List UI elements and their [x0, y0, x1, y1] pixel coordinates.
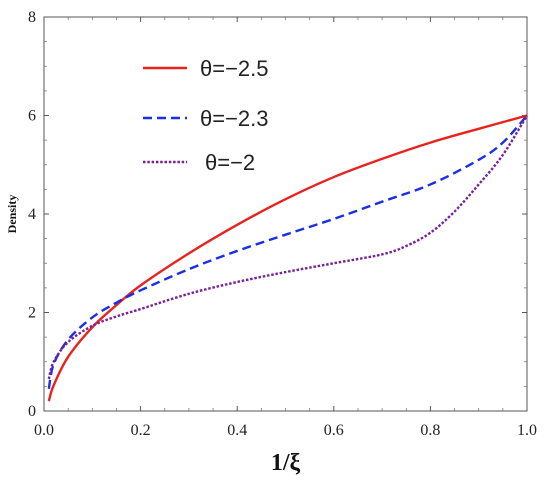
x-tick-label: 0.2: [131, 422, 151, 439]
x-tick-label: 0.6: [324, 422, 344, 439]
x-tick-label: 0.0: [34, 422, 54, 439]
y-axis-title: Density: [5, 195, 19, 234]
legend-label: θ=−2.3: [200, 106, 269, 131]
series-line-1: [47, 114, 528, 402]
x-tick-label: 0.8: [420, 422, 440, 439]
y-tick-label: 2: [28, 305, 36, 322]
legend-item-3: θ=−2: [143, 150, 255, 175]
legend-item-2: θ=−2.3: [143, 106, 269, 131]
axes-layer: 0.0 0.2 0.4 0.6 0.8 1.0 0 2 4 6 8 1/ξ Density: [5, 9, 537, 476]
y-tick-label: 6: [28, 108, 36, 125]
series-line-2: [47, 114, 528, 390]
legend-label: θ=−2.5: [200, 56, 269, 81]
series-layer: [47, 114, 529, 402]
legend-label: θ=−2: [205, 150, 255, 175]
x-tick-label: 0.4: [227, 422, 247, 439]
legend-item-1: θ=−2.5: [143, 56, 269, 81]
x-axis-title: 1/ξ: [271, 450, 301, 476]
series-line-3: [47, 114, 529, 380]
x-tick-label: 1.0: [517, 422, 537, 439]
y-tick-label: 4: [28, 206, 36, 223]
legend-layer: θ=−2.5 θ=−2.3 θ=−2: [143, 56, 269, 175]
y-tick-label: 0: [28, 403, 36, 420]
y-tick-label: 8: [28, 9, 36, 26]
